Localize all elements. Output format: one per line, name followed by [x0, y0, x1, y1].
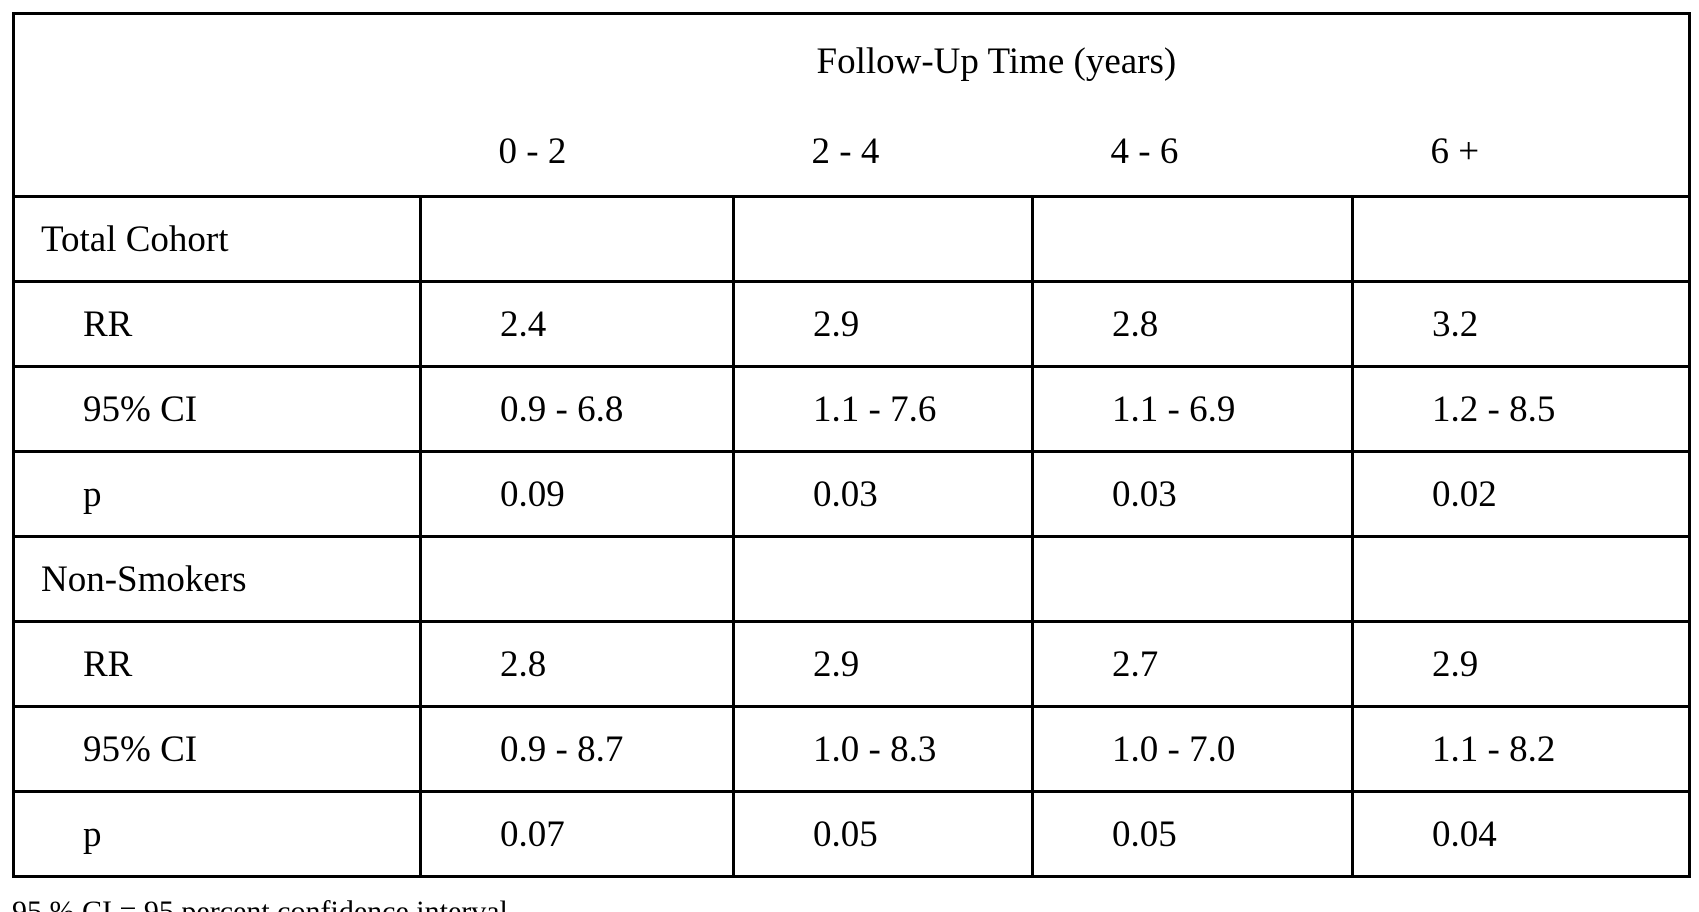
empty-cell [1033, 197, 1353, 282]
data-cell: 2.4 [421, 282, 734, 367]
data-cell: 0.02 [1353, 452, 1690, 537]
header-row: Follow-Up Time (years) [14, 14, 1690, 108]
data-row: RR2.42.92.83.2 [14, 282, 1690, 367]
column-header: 2 - 4 [734, 107, 1033, 197]
header-corner [14, 107, 421, 197]
row-label: RR [14, 622, 421, 707]
data-cell: 0.05 [734, 792, 1033, 877]
data-cell: 0.07 [421, 792, 734, 877]
row-label: 95% CI [14, 707, 421, 792]
data-cell: 0.05 [1033, 792, 1353, 877]
data-cell: 0.03 [1033, 452, 1353, 537]
data-cell: 2.9 [1353, 622, 1690, 707]
data-cell: 3.2 [1353, 282, 1690, 367]
footnote: 95 % CI = 95 percent confidence interval [12, 897, 508, 912]
row-label: 95% CI [14, 367, 421, 452]
row-label: RR [14, 282, 421, 367]
data-cell: 2.9 [734, 622, 1033, 707]
data-cell: 2.9 [734, 282, 1033, 367]
data-cell: 1.0 - 7.0 [1033, 707, 1353, 792]
empty-cell [734, 537, 1033, 622]
column-header: 4 - 6 [1033, 107, 1353, 197]
data-cell: 1.1 - 7.6 [734, 367, 1033, 452]
data-cell: 1.1 - 6.9 [1033, 367, 1353, 452]
data-cell: 1.0 - 8.3 [734, 707, 1033, 792]
data-cell: 0.9 - 6.8 [421, 367, 734, 452]
data-cell: 2.8 [421, 622, 734, 707]
column-header: 6 + [1353, 107, 1690, 197]
empty-cell [734, 197, 1033, 282]
row-label: p [14, 452, 421, 537]
data-cell: 2.7 [1033, 622, 1353, 707]
data-cell: 1.2 - 8.5 [1353, 367, 1690, 452]
empty-cell [1353, 197, 1690, 282]
header-row: 0 - 22 - 44 - 66 + [14, 107, 1690, 197]
empty-cell [421, 197, 734, 282]
results-table: Follow-Up Time (years)0 - 22 - 44 - 66 +… [12, 12, 1691, 878]
empty-cell [1033, 537, 1353, 622]
group-row: Total Cohort [14, 197, 1690, 282]
data-cell: 0.04 [1353, 792, 1690, 877]
data-cell: 2.8 [1033, 282, 1353, 367]
group-row: Non-Smokers [14, 537, 1690, 622]
data-row: RR2.82.92.72.9 [14, 622, 1690, 707]
data-cell: 0.03 [734, 452, 1033, 537]
column-header: 0 - 2 [421, 107, 734, 197]
data-row: p0.090.030.030.02 [14, 452, 1690, 537]
data-row: p0.070.050.050.04 [14, 792, 1690, 877]
table-body: Follow-Up Time (years)0 - 22 - 44 - 66 +… [14, 14, 1690, 877]
header-title: Follow-Up Time (years) [421, 14, 1690, 108]
empty-cell [1353, 537, 1690, 622]
data-cell: 1.1 - 8.2 [1353, 707, 1690, 792]
data-cell: 0.09 [421, 452, 734, 537]
data-cell: 0.9 - 8.7 [421, 707, 734, 792]
group-label: Non-Smokers [14, 537, 421, 622]
row-label: p [14, 792, 421, 877]
data-row: 95% CI0.9 - 6.81.1 - 7.61.1 - 6.91.2 - 8… [14, 367, 1690, 452]
data-row: 95% CI0.9 - 8.71.0 - 8.31.0 - 7.01.1 - 8… [14, 707, 1690, 792]
group-label: Total Cohort [14, 197, 421, 282]
empty-cell [421, 537, 734, 622]
header-corner [14, 14, 421, 108]
